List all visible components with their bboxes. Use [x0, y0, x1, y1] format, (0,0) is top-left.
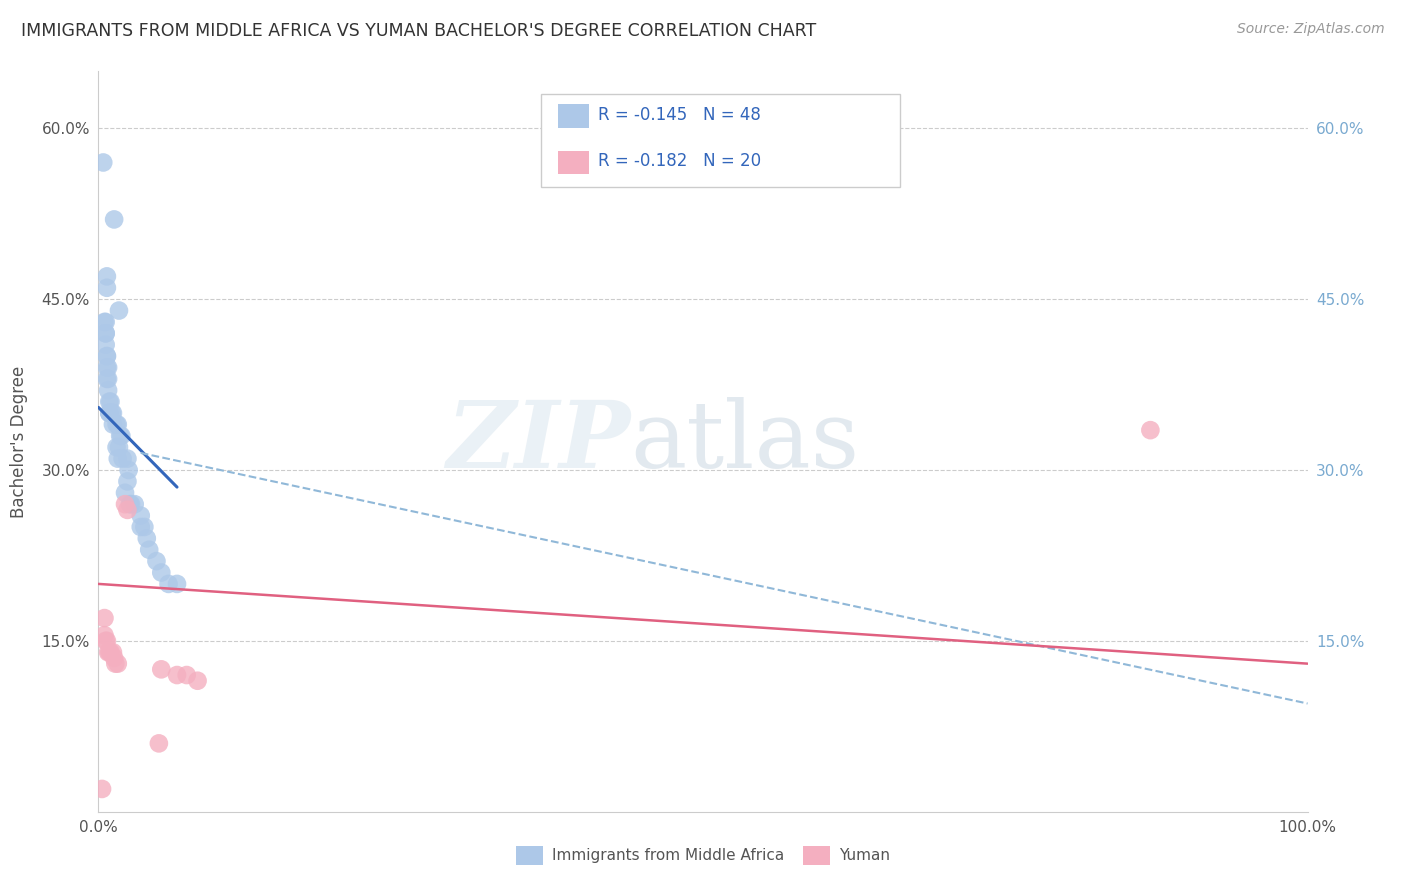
- Point: [114, 497, 136, 511]
- Point: [96, 281, 118, 295]
- Point: [134, 520, 156, 534]
- Point: [120, 497, 142, 511]
- Point: [93, 628, 115, 642]
- Point: [150, 662, 173, 676]
- Point: [1139, 423, 1161, 437]
- Point: [96, 360, 118, 375]
- Point: [98, 406, 121, 420]
- Point: [96, 633, 118, 648]
- Legend: Immigrants from Middle Africa, Yuman: Immigrants from Middle Africa, Yuman: [509, 840, 897, 871]
- Point: [105, 417, 128, 432]
- Point: [91, 781, 114, 796]
- Point: [94, 326, 117, 341]
- Point: [166, 668, 188, 682]
- Point: [145, 554, 167, 568]
- Point: [108, 440, 131, 454]
- Text: Source: ZipAtlas.com: Source: ZipAtlas.com: [1237, 22, 1385, 37]
- Point: [100, 394, 122, 409]
- Point: [96, 269, 118, 284]
- Text: R = -0.182   N = 20: R = -0.182 N = 20: [598, 153, 761, 170]
- Point: [117, 503, 139, 517]
- Point: [94, 633, 117, 648]
- Point: [166, 577, 188, 591]
- Point: [108, 429, 131, 443]
- Point: [150, 566, 173, 580]
- Point: [108, 303, 131, 318]
- Point: [103, 651, 125, 665]
- Point: [135, 532, 157, 546]
- Point: [107, 417, 129, 432]
- Point: [94, 337, 117, 351]
- Text: IMMIGRANTS FROM MIDDLE AFRICA VS YUMAN BACHELOR'S DEGREE CORRELATION CHART: IMMIGRANTS FROM MIDDLE AFRICA VS YUMAN B…: [21, 22, 817, 40]
- Point: [97, 384, 120, 398]
- Point: [129, 520, 152, 534]
- Point: [176, 668, 198, 682]
- Point: [101, 417, 124, 432]
- Point: [93, 611, 115, 625]
- Point: [157, 577, 180, 591]
- Point: [97, 360, 120, 375]
- Point: [96, 349, 118, 363]
- Point: [96, 372, 118, 386]
- Point: [94, 326, 117, 341]
- Point: [101, 406, 124, 420]
- Point: [104, 657, 127, 671]
- Point: [118, 463, 141, 477]
- Point: [101, 645, 124, 659]
- Point: [93, 315, 115, 329]
- Point: [98, 394, 121, 409]
- Point: [98, 645, 121, 659]
- Point: [107, 657, 129, 671]
- Point: [187, 673, 209, 688]
- Y-axis label: Bachelor's Degree: Bachelor's Degree: [10, 366, 28, 517]
- Point: [138, 542, 160, 557]
- Point: [97, 372, 120, 386]
- Point: [107, 451, 129, 466]
- Point: [100, 645, 122, 659]
- Point: [118, 497, 141, 511]
- Point: [124, 497, 146, 511]
- Point: [100, 406, 122, 420]
- Point: [148, 736, 170, 750]
- Point: [97, 645, 120, 659]
- Point: [91, 155, 114, 169]
- Text: R = -0.145   N = 48: R = -0.145 N = 48: [598, 106, 761, 124]
- Point: [103, 212, 125, 227]
- Point: [114, 485, 136, 500]
- Point: [110, 429, 132, 443]
- Point: [96, 349, 118, 363]
- Text: ZIP: ZIP: [446, 397, 630, 486]
- Point: [117, 451, 139, 466]
- Text: atlas: atlas: [630, 397, 859, 486]
- Point: [105, 440, 128, 454]
- Point: [129, 508, 152, 523]
- Point: [94, 315, 117, 329]
- Point: [98, 406, 121, 420]
- Point: [111, 451, 134, 466]
- Point: [117, 475, 139, 489]
